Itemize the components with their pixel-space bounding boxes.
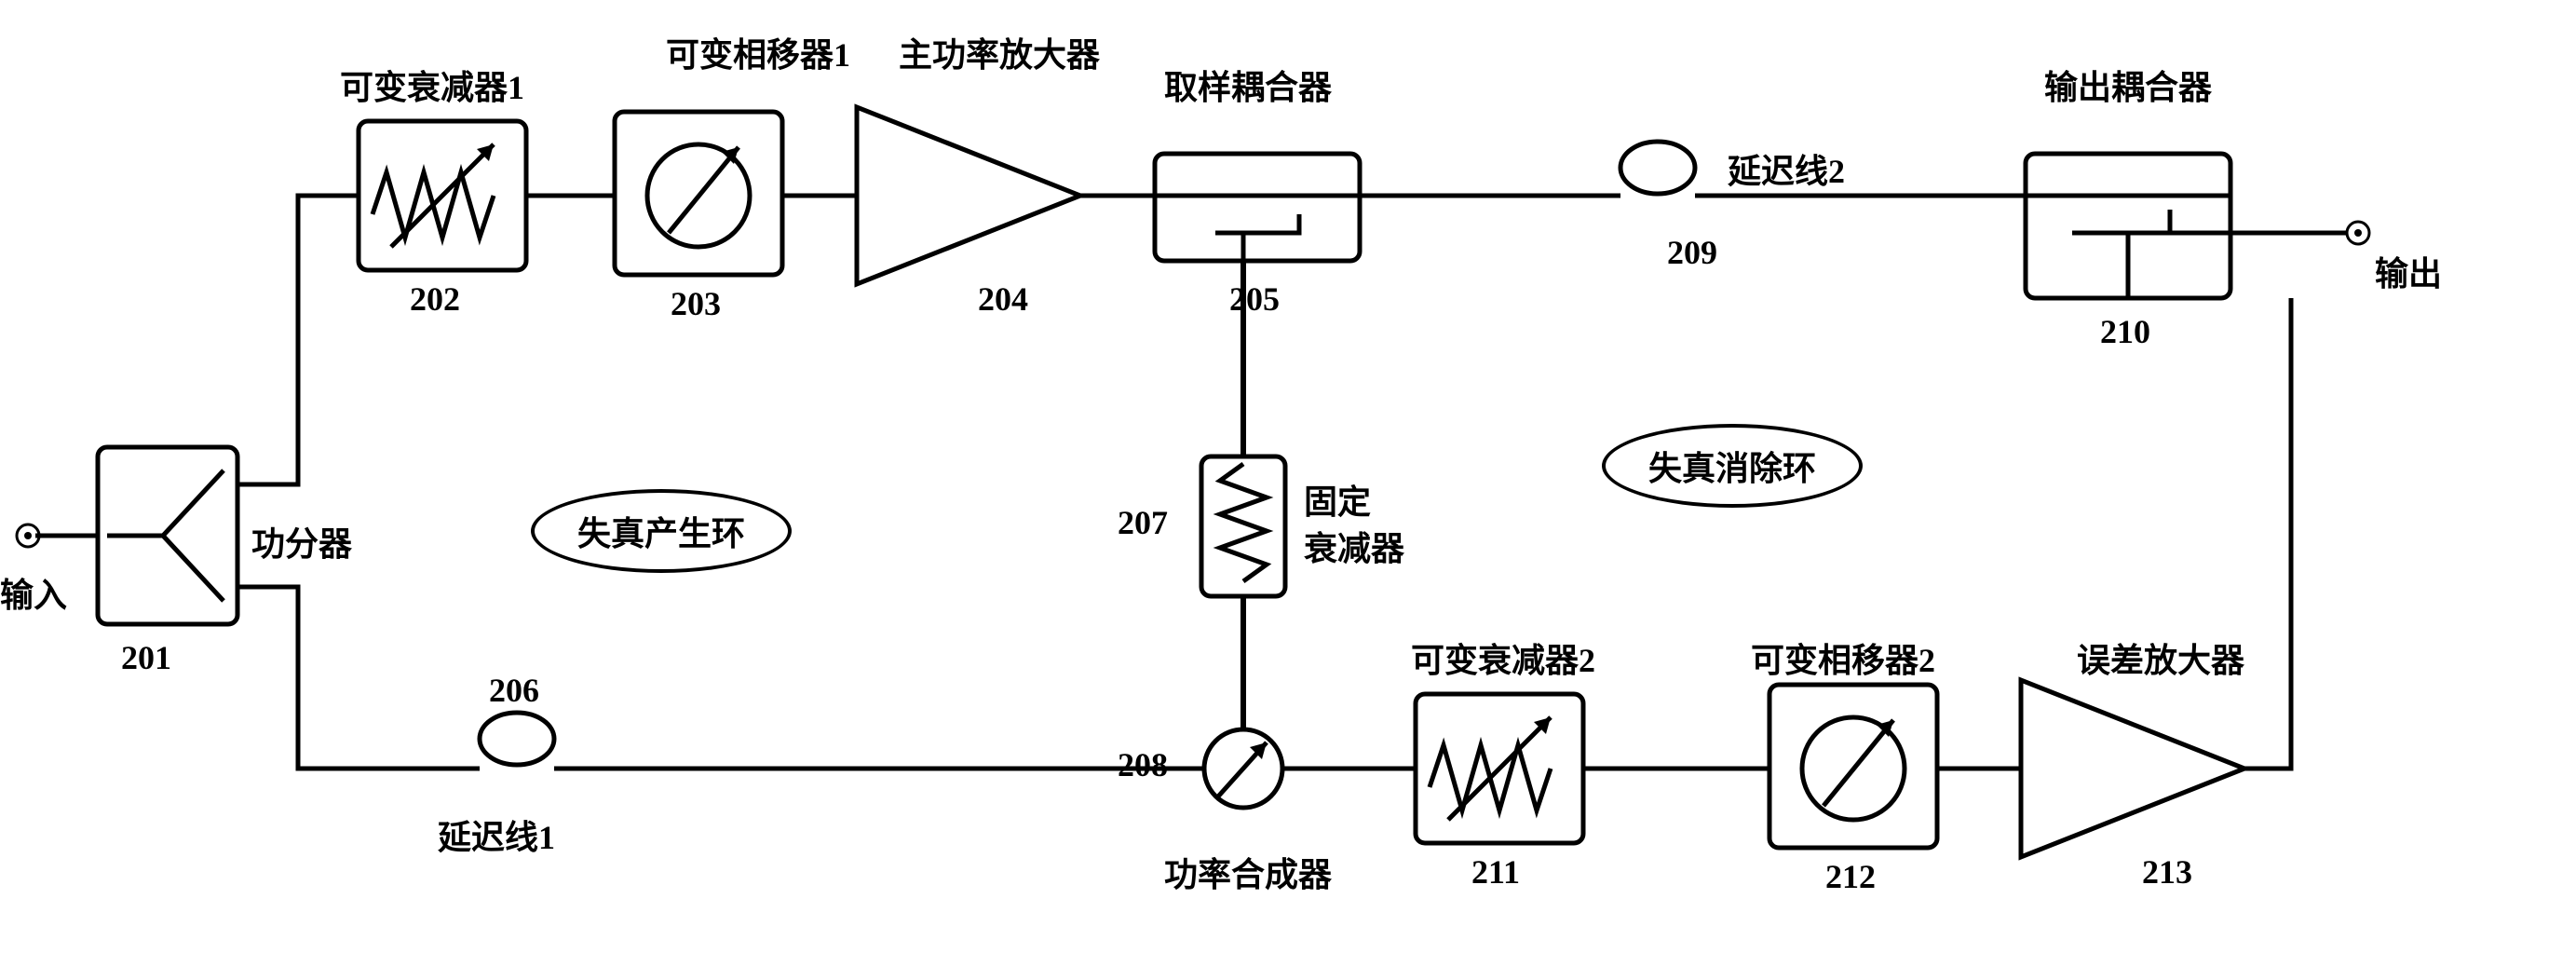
distortion-cancel-loop-label: 失真消除环 <box>1602 424 1863 508</box>
combiner-symbol <box>1204 729 1282 808</box>
var-phase-1-ref: 203 <box>671 284 721 323</box>
distortion-gen-loop-label: 失真产生环 <box>531 489 792 573</box>
sample-coupler-label: 取样耦合器 <box>1164 61 1332 109</box>
distortion-gen-text: 失真产生环 <box>577 507 745 555</box>
combiner-label: 功率合成器 <box>1164 848 1332 896</box>
distortion-cancel-text: 失真消除环 <box>1648 442 1816 490</box>
output-coupler-symbol <box>2026 154 2230 298</box>
delay-2-ref: 209 <box>1667 233 1717 272</box>
var-phase-2-symbol <box>1769 685 1937 848</box>
delay-1-label: 延迟线1 <box>438 810 555 859</box>
var-phase-1-label: 可变相移器1 <box>666 28 850 76</box>
error-amp-ref: 213 <box>2142 852 2192 892</box>
error-amp-symbol <box>2021 680 2244 857</box>
fixed-atten-symbol <box>1201 456 1285 596</box>
output-label: 输出 <box>2375 247 2442 295</box>
main-pa-label: 主功率放大器 <box>899 28 1100 76</box>
var-atten-1-ref: 202 <box>410 279 460 319</box>
wiring-svg <box>0 0 2576 953</box>
delay-2-label: 延迟线2 <box>1728 144 1845 193</box>
var-atten-2-ref: 211 <box>1471 852 1520 892</box>
var-phase-2-label: 可变相移器2 <box>1751 633 1935 682</box>
sample-coupler-ref: 205 <box>1229 279 1280 319</box>
delay-1-ref: 206 <box>489 671 539 710</box>
output-coupler-ref: 210 <box>2100 312 2150 351</box>
delay-1-symbol <box>480 713 554 765</box>
var-atten-2-symbol <box>1416 694 1583 843</box>
var-phase-2-ref: 212 <box>1825 857 1876 896</box>
main-pa-symbol <box>857 107 1080 284</box>
var-atten-1-symbol <box>359 121 526 270</box>
fixed-atten-label-1: 固定 <box>1304 475 1371 524</box>
delay-2-symbol <box>1620 142 1695 194</box>
splitter-symbol <box>98 447 237 624</box>
error-amp-label: 误差放大器 <box>2077 633 2244 682</box>
var-phase-1-symbol <box>615 112 782 275</box>
main-pa-ref: 204 <box>978 279 1028 319</box>
var-atten-1-label: 可变衰减器1 <box>340 61 524 109</box>
fixed-atten-label-2: 衰减器 <box>1304 522 1404 570</box>
output-coupler-label: 输出耦合器 <box>2044 61 2212 109</box>
input-label: 输入 <box>0 568 67 617</box>
fixed-atten-ref: 207 <box>1118 503 1168 542</box>
splitter-ref: 201 <box>121 638 171 677</box>
splitter-label: 功分器 <box>251 517 352 565</box>
combiner-ref: 208 <box>1118 745 1168 784</box>
sample-coupler-symbol <box>1155 154 1360 261</box>
var-atten-2-label: 可变衰减器2 <box>1411 633 1595 682</box>
